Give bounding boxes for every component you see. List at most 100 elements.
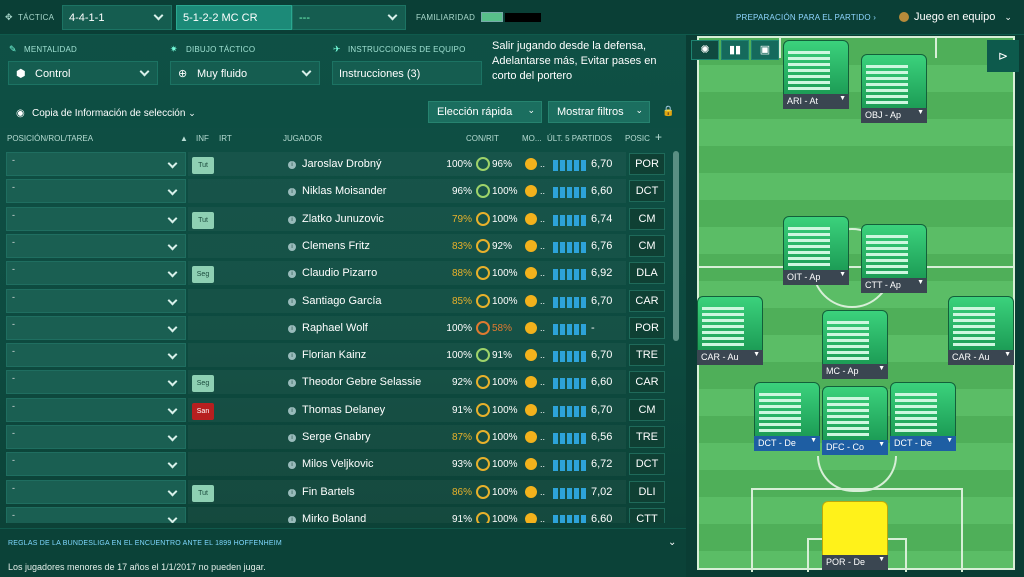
pitch-player-shirt[interactable]: POR - De ▼ [822,501,888,570]
player-name[interactable]: Fin Bartels [302,485,355,498]
pitch-player-shirt[interactable]: DFC - Co ▼ [822,386,888,455]
info-icon[interactable]: i [288,434,296,442]
player-name[interactable]: Raphael Wolf [302,321,368,334]
col-last5[interactable]: ÚLT. 5 PARTIDOS [547,134,612,143]
table-row[interactable]: - San i Thomas Delaney 91% 100%.. 6,70 CM [0,396,672,422]
position-role-select[interactable]: - [6,452,186,477]
pitch-player-shirt[interactable]: OIT - Ap ▼ [783,216,849,285]
tactic-formation-select[interactable]: 4-4-1-1 [62,5,172,30]
col-mood[interactable]: MO... [522,134,542,143]
position-role-select[interactable]: - [6,479,186,504]
table-row[interactable]: - Seg i Claudio Pizarro 88% 100%.. 6,92 DLA [0,259,672,286]
pitch-view-button[interactable]: ✺ [691,40,719,60]
info-icon[interactable]: i [288,461,296,470]
position-role-select[interactable]: - [6,315,186,340]
show-filters-button[interactable]: Mostrar filtros ⌄ [548,101,650,123]
pitch-role-label[interactable]: DCT - De ▼ [890,436,956,451]
player-name[interactable]: Santiago García [302,294,382,307]
pitch-player-shirt[interactable]: CAR - Au ▼ [697,296,763,365]
col-con-rit[interactable]: CON/RIT [466,134,499,143]
position-role-select[interactable]: - [6,397,186,422]
shape-select[interactable]: Muy fluido ⊕ [170,61,320,85]
player-name[interactable]: Florian Kainz [302,349,367,362]
pitch-player-shirt[interactable]: DCT - De ▼ [754,382,820,451]
position-role-select[interactable]: - [6,233,186,258]
player-name[interactable]: Zlatko Junuzovic [302,212,384,225]
copy-info-select[interactable]: Copia de Información de selección ⌄ [32,108,196,119]
quick-pick-button[interactable]: Elección rápida ⌄ [428,101,542,123]
player-name[interactable]: Mirko Boland [302,512,367,523]
table-row[interactable]: - i Milos Veljkovic 93% 100%.. 6,72 DCT [0,450,672,477]
table-row[interactable]: - i Mirko Boland 91% 100%.. 6,60 CTT [0,505,672,523]
player-name[interactable]: Milos Veljkovic [302,458,374,471]
player-name[interactable]: Theodor Gebre Selassie [302,376,422,389]
pitch-role-label[interactable]: DFC - Co ▼ [822,440,888,455]
table-row[interactable]: - Tut i Jaroslav Drobný 100% 96%.. 6,70 POR [0,150,672,176]
mentality-select[interactable]: Control ⬢ [8,61,158,85]
col-inf[interactable]: INF [196,134,209,143]
pitch-player-shirt[interactable]: DCT - De ▼ [890,382,956,451]
position-role-select[interactable]: - [6,288,186,313]
info-icon[interactable]: i [288,488,296,497]
pitch-player-shirt[interactable]: OBJ - Ap ▼ [861,54,927,123]
pitch-role-label[interactable]: MC - Ap ▼ [822,364,888,379]
position-role-select[interactable]: - [6,179,186,204]
player-name[interactable]: Niklas Moisander [302,185,387,198]
info-icon[interactable]: i [288,324,296,333]
collapse-panel-button[interactable]: ⊳ [987,40,1019,72]
tactic-third-select[interactable]: --- [292,5,406,30]
position-role-select[interactable]: - [6,343,186,368]
pitch-role-label[interactable]: ARI - At ▼ [783,94,849,109]
position-role-select[interactable]: - [6,152,186,176]
pitch-player-shirt[interactable]: MC - Ap ▼ [822,310,888,379]
pitch-role-label[interactable]: DCT - De ▼ [754,436,820,451]
player-name[interactable]: Clemens Fritz [302,239,370,252]
table-row[interactable]: - Seg i Theodor Gebre Selassie 92% 100%.. 6,60… [0,368,672,395]
lock-icon[interactable]: 🔒 [662,106,675,117]
position-role-select[interactable]: - [6,370,186,395]
instructions-button[interactable]: Instrucciones (3) [332,61,482,85]
table-row[interactable]: - Tut i Fin Bartels 86% 100%.. 7,02 DLI [0,478,672,504]
position-role-select[interactable]: - [6,206,186,231]
table-row[interactable]: - i Florian Kainz 100% 91%.. 6,70 TRE [0,341,672,368]
player-name[interactable]: Claudio Pizarro [302,267,378,280]
table-row[interactable]: - i Raphael Wolf 100% 58%.. - POR [0,314,672,340]
info-icon[interactable]: i [288,379,296,388]
table-row[interactable]: - i Niklas Moisander 96% 100%.. 6,60 DCT [0,177,672,204]
col-player[interactable]: JUGADOR [283,134,323,143]
pitch-role-label[interactable]: POR - De ▼ [822,555,888,570]
chevron-down-icon[interactable]: ⌄ [668,537,677,548]
col-pos[interactable]: POSIC [625,134,650,143]
table-row[interactable]: - i Clemens Fritz 83% 92%.. 6,76 CM [0,232,672,258]
col-irt[interactable]: IRT [219,134,232,143]
pitch-player-shirt[interactable]: CTT - Ap ▼ [861,224,927,293]
pitch-role-label[interactable]: OIT - Ap ▼ [783,270,849,285]
prep-match-link[interactable]: PREPARACIÓN PARA EL PARTIDO › [736,13,876,22]
position-role-select[interactable]: - [6,261,186,286]
pitch-role-label[interactable]: CAR - Au ▼ [697,350,763,365]
position-role-select[interactable]: - [6,425,186,449]
pitch-role-label[interactable]: CTT - Ap ▼ [861,278,927,293]
table-row[interactable]: - Tut i Zlatko Junuzovic 79% 100%.. 6,74 CM [0,205,672,231]
stats-view-button[interactable]: ▮▮ [721,40,749,60]
tactic-name-select[interactable]: 5-1-2-2 MC CR [176,5,292,30]
info-icon[interactable]: i [288,515,296,523]
col-pos-role[interactable]: POSICIÓN/ROL/TAREA [7,134,94,143]
add-column-icon[interactable]: + [655,130,663,144]
info-icon[interactable]: i [288,188,296,197]
info-icon[interactable]: i [288,242,296,251]
pitch-player-shirt[interactable]: CAR - Au ▼ [948,296,1014,365]
table-row[interactable]: - i Serge Gnabry 87% 100%.. 6,56 TRE [0,423,672,449]
table-row[interactable]: - i Santiago García 85% 100%.. 6,70 CAR [0,287,672,313]
position-role-select[interactable]: - [6,506,186,523]
pitch-role-label[interactable]: CAR - Au ▼ [948,350,1014,365]
info-icon[interactable]: i [288,270,296,279]
pitch-player-shirt[interactable]: ARI - At ▼ [783,40,849,109]
pitch-role-label[interactable]: OBJ - Ap ▼ [861,108,927,123]
info-icon[interactable]: i [288,406,296,415]
player-name[interactable]: Serge Gnabry [302,431,371,443]
info-icon[interactable]: i [288,161,296,169]
info-icon[interactable]: i [288,215,296,224]
player-name[interactable]: Thomas Delaney [302,403,386,416]
info-icon[interactable]: i [288,352,296,361]
